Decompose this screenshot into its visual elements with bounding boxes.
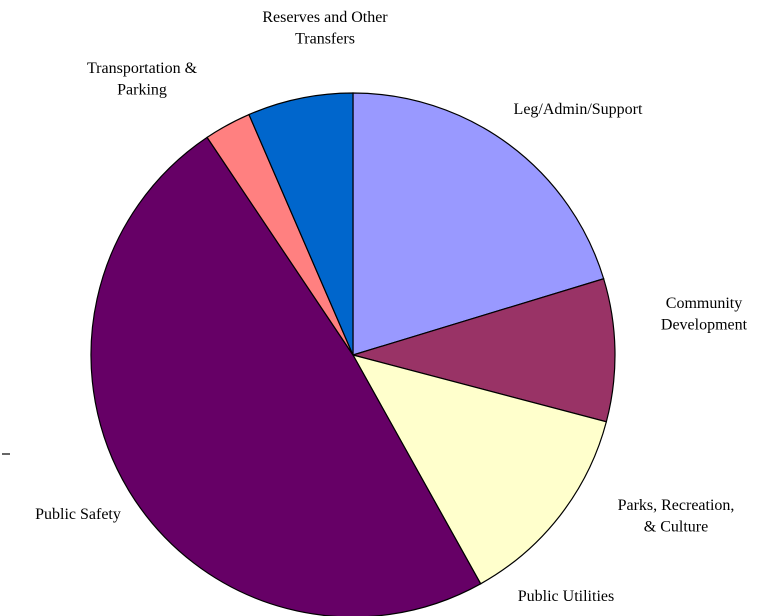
labels-layer: Leg/Admin/Support Community Development Par… [35,9,748,605]
slice-label-reserves-and-other-transfers: Reserves and Other Transfers [262,9,388,48]
pie-slice-leg-admin-support [352,92,605,356]
pie-slice-reserves-and-other-transfers [248,92,354,356]
slice-label-public-utilities: Public Utilities [518,588,614,605]
slice-label-parks-recreation-culture: Parks, Recreation, & Culture [618,497,735,536]
pie-slice-public-safety [90,136,482,616]
slice-label-leg-admin-support: Leg/Admin/Support [514,101,643,118]
slice-label-public-safety: Public Safety [35,506,121,523]
slice-label-community-development: Community Development [661,295,748,334]
slice-label-transportation-parking: Transportation & Parking [87,60,198,99]
pie-slice-parks-recreation-culture [351,354,608,585]
pie-slice-community-development [350,278,616,423]
slices-layer [90,92,616,616]
